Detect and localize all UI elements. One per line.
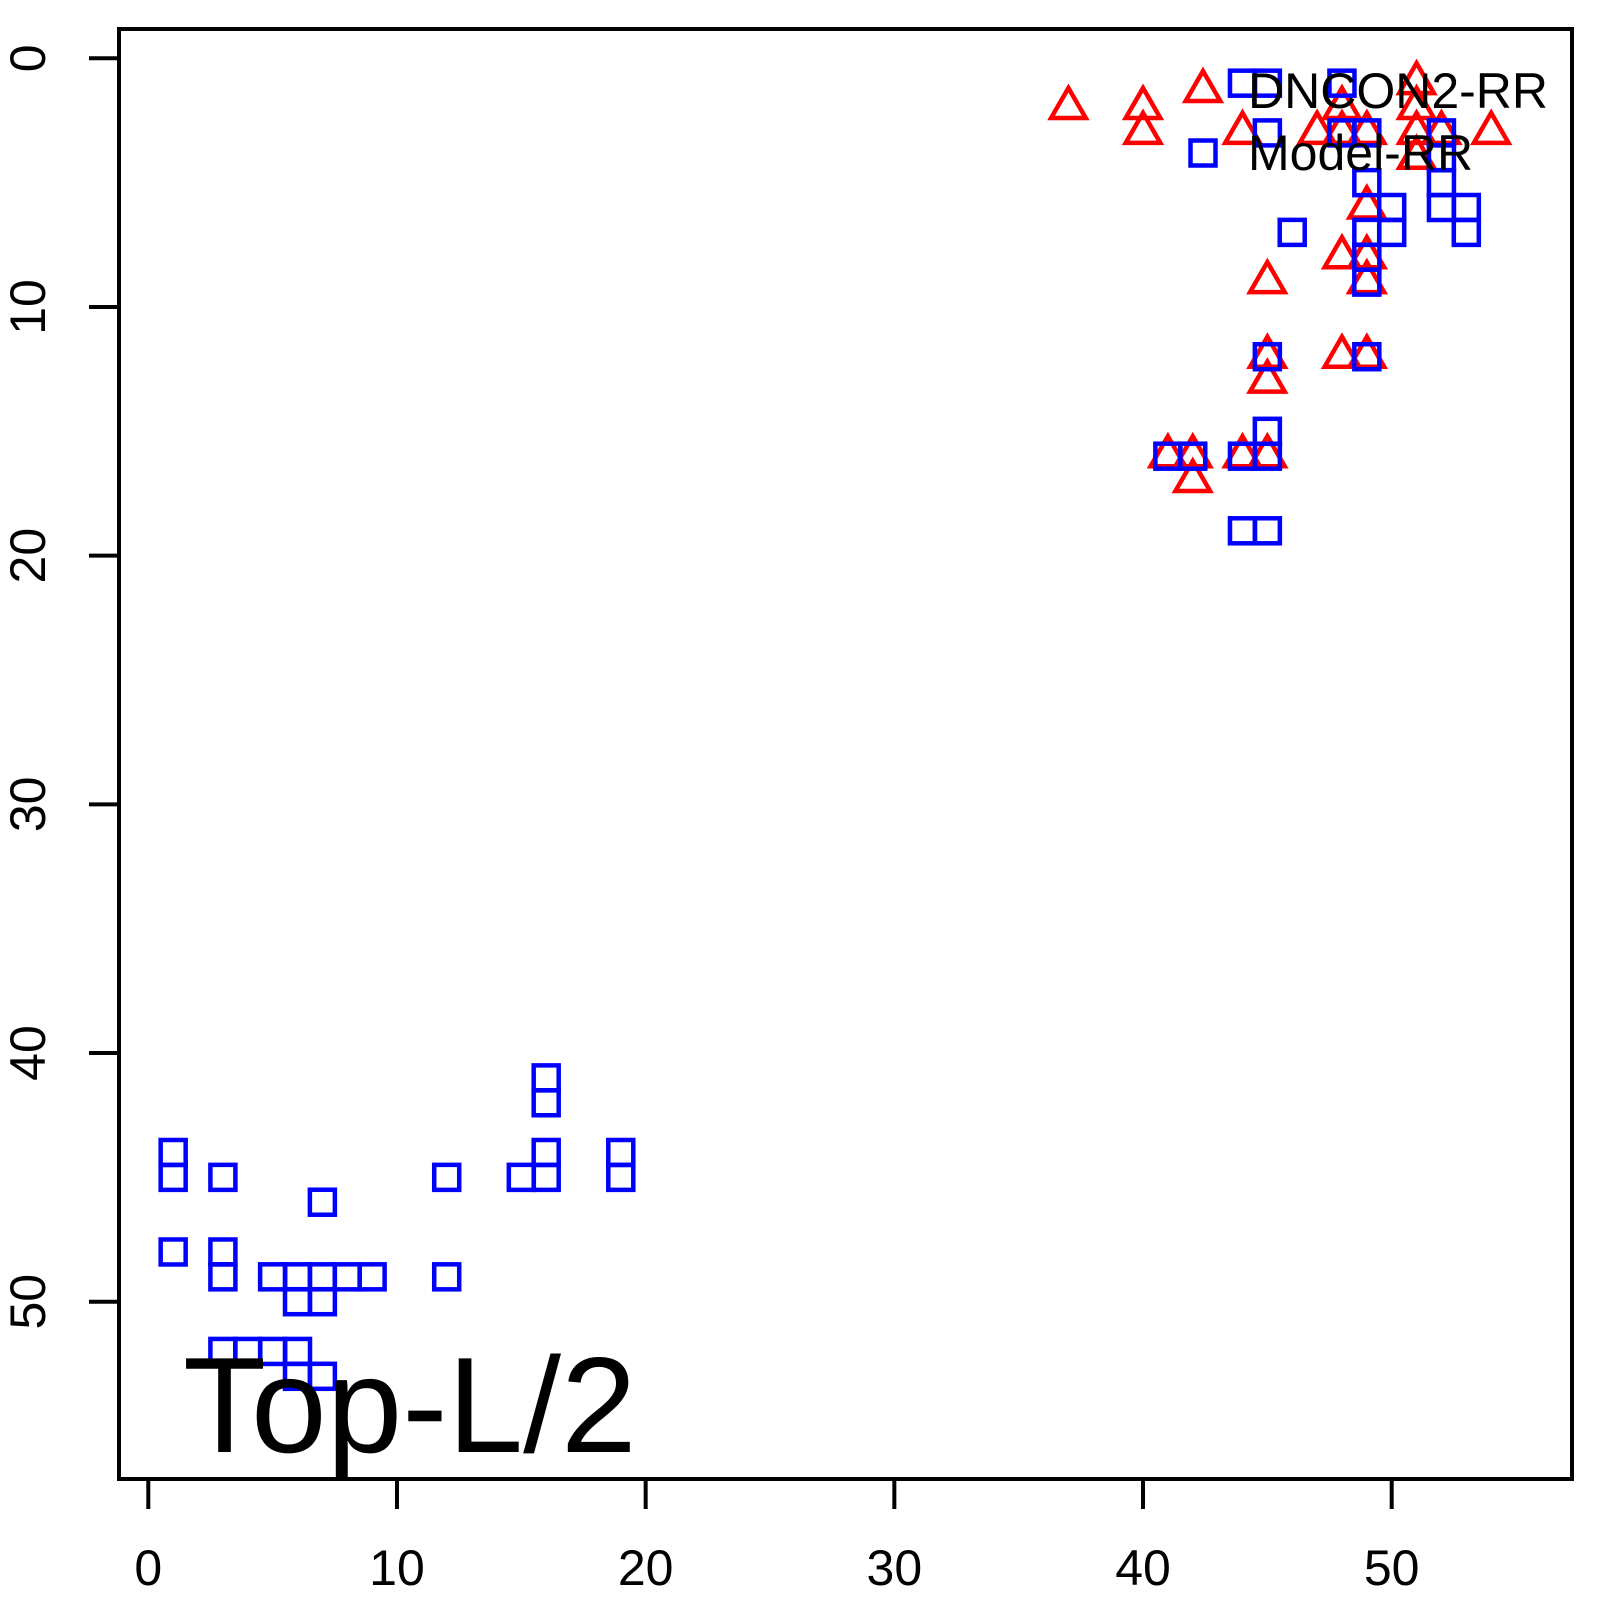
data-point-square: [1178, 441, 1208, 471]
data-point-square: [506, 1162, 537, 1193]
data-point-square: [282, 1262, 313, 1292]
y-tick-label: 40: [0, 1025, 56, 1081]
data-point-square: [1376, 217, 1407, 248]
data-point-triangle: [1246, 332, 1289, 369]
data-point-triangle: [1246, 257, 1289, 295]
legend-label-dncon2-rr: DNCON2-RR: [1248, 63, 1548, 119]
data-point-triangle: [1320, 108, 1364, 146]
x-tick-label: 10: [369, 1540, 425, 1596]
data-point-triangle: [1246, 431, 1289, 469]
data-point-square: [1352, 341, 1382, 372]
data-point-square: [1227, 516, 1258, 546]
data-point-square: [1327, 68, 1357, 98]
data-point-square: [1426, 192, 1457, 223]
data-point-square: [1451, 217, 1482, 248]
data-point-triangle: [1146, 431, 1190, 469]
data-point-triangle: [1345, 332, 1389, 369]
y-tick-label: 10: [0, 279, 56, 335]
data-point-square: [208, 1262, 238, 1292]
data-point-triangle: [1345, 257, 1389, 295]
data-point-square: [1252, 441, 1283, 471]
data-point-triangle: [1047, 83, 1090, 121]
data-point-square: [606, 1162, 636, 1193]
data-point-triangle: [1420, 108, 1463, 146]
x-tick-label: 30: [867, 1540, 923, 1596]
annotation-top-l2: Top-L/2: [183, 1329, 637, 1481]
y-tick-label: 20: [0, 528, 56, 584]
data-point-square: [1352, 118, 1382, 148]
data-point-triangle: [1320, 232, 1364, 270]
data-point-triangle: [1171, 431, 1214, 469]
data-point-triangle: [1345, 183, 1389, 220]
data-point-square: [158, 1137, 188, 1168]
data-point-triangle: [1345, 232, 1389, 270]
data-markers: [158, 58, 1513, 1392]
data-point-square: [531, 1063, 561, 1093]
x-tick-label: 40: [1115, 1540, 1171, 1596]
data-point-square: [357, 1262, 387, 1292]
data-point-triangle: [1395, 133, 1438, 171]
data-point-triangle: [1121, 83, 1165, 121]
data-point-square: [1352, 267, 1382, 297]
data-point-square: [1352, 167, 1382, 198]
data-point-square: [257, 1262, 288, 1292]
legend-triangle-icon: [1181, 66, 1225, 104]
plot-border-box: [117, 27, 1574, 1481]
data-point-triangle: [1121, 108, 1165, 146]
data-point-square: [531, 1088, 561, 1118]
data-point-square: [1252, 68, 1283, 98]
y-axis: 0 10 20 30 40 50: [0, 44, 119, 1330]
data-point-triangle: [1221, 108, 1264, 146]
data-point-triangle: [1320, 83, 1364, 121]
data-point-triangle: [1295, 108, 1339, 146]
legend-label-model-rr: Model-RR: [1248, 125, 1473, 181]
data-point-square: [531, 1162, 561, 1193]
data-point-triangle: [1345, 108, 1389, 146]
data-point-square: [531, 1137, 561, 1168]
x-tick-label: 20: [618, 1540, 674, 1596]
x-tick-label: 50: [1364, 1540, 1420, 1596]
data-point-square: [1252, 341, 1283, 372]
data-point-triangle: [1221, 431, 1264, 469]
data-point-triangle: [1395, 108, 1438, 146]
data-point-triangle: [1171, 456, 1214, 494]
y-tick-label: 0: [0, 44, 56, 72]
legend-square-icon: [1188, 138, 1218, 168]
data-point-triangle: [1395, 83, 1438, 121]
data-point-square: [1451, 192, 1482, 223]
y-tick-label: 50: [0, 1274, 56, 1330]
legend: DNCON2-RR Model-RR: [1181, 63, 1548, 181]
data-point-square: [307, 1286, 338, 1317]
data-point-triangle: [1395, 58, 1438, 96]
data-point-triangle: [1469, 108, 1513, 146]
data-point-square: [307, 1187, 338, 1217]
data-point-square: [431, 1262, 462, 1292]
data-point-square: [208, 1237, 238, 1267]
data-point-square: [158, 1162, 188, 1193]
data-point-square: [307, 1361, 338, 1392]
data-point-square: [1252, 118, 1283, 148]
data-point-square: [1252, 516, 1283, 546]
data-point-square: [431, 1162, 462, 1193]
data-point-square: [208, 1162, 238, 1193]
y-tick-label: 30: [0, 777, 56, 833]
data-point-triangle: [1246, 357, 1289, 394]
data-point-square: [282, 1286, 313, 1317]
data-point-triangle: [1320, 332, 1364, 369]
data-point-square: [606, 1137, 636, 1168]
x-axis: 0 10 20 30 40 50: [134, 1479, 1420, 1596]
data-point-square: [332, 1262, 362, 1292]
x-tick-label: 0: [134, 1540, 162, 1596]
data-point-square: [307, 1262, 338, 1292]
data-point-square: [158, 1237, 188, 1267]
data-point-square: [1277, 217, 1307, 248]
